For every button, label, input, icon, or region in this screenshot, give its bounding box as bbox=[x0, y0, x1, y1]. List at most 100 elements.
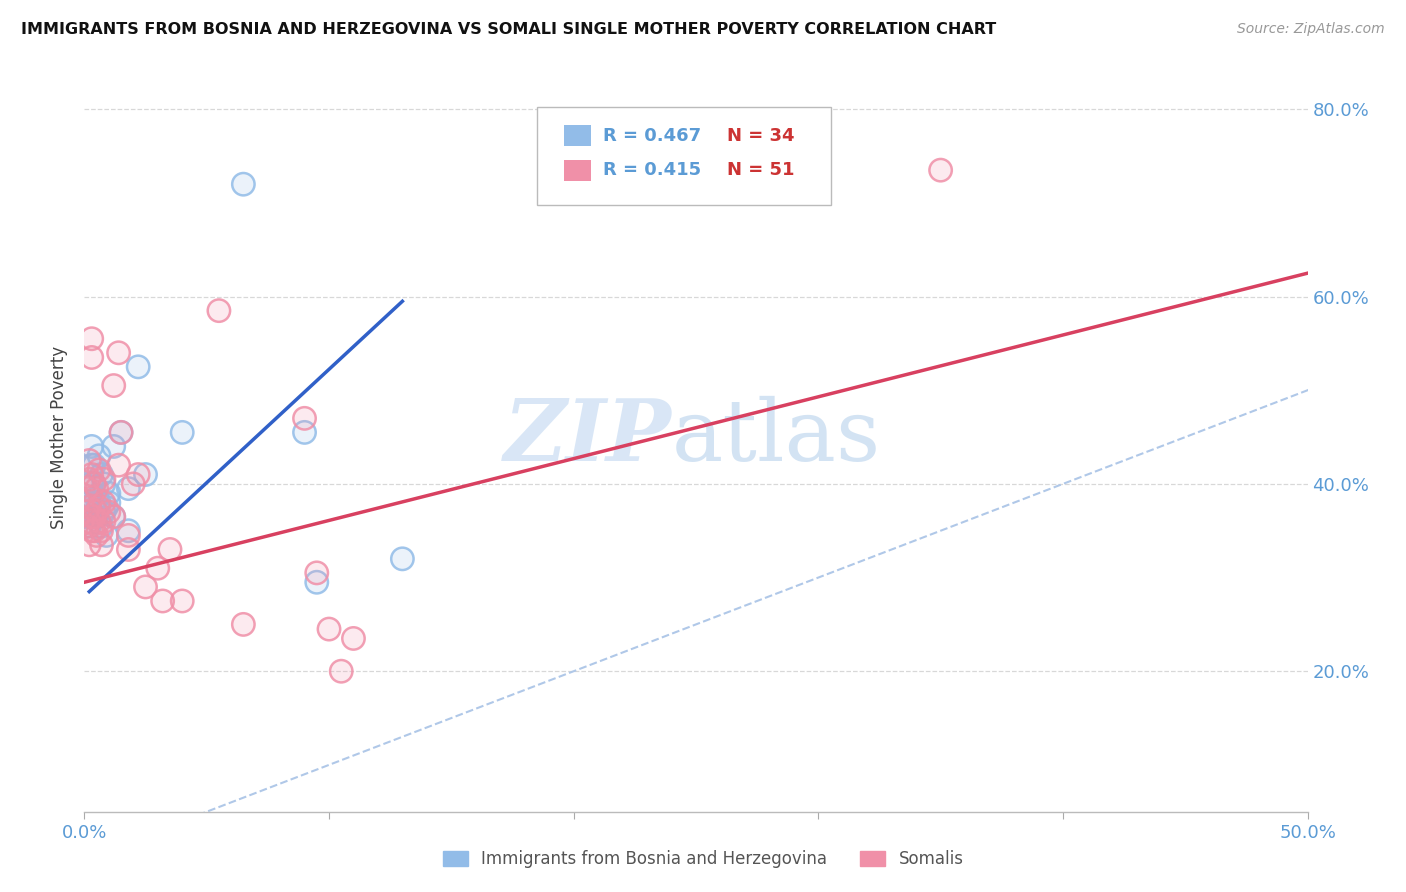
Legend: Immigrants from Bosnia and Herzegovina, Somalis: Immigrants from Bosnia and Herzegovina, … bbox=[436, 844, 970, 875]
Point bbox=[117, 542, 139, 557]
Point bbox=[135, 467, 157, 482]
Point bbox=[80, 524, 103, 538]
Point bbox=[80, 458, 103, 473]
Point bbox=[77, 514, 100, 528]
Point bbox=[107, 458, 129, 473]
Point bbox=[172, 594, 194, 608]
Text: IMMIGRANTS FROM BOSNIA AND HERZEGOVINA VS SOMALI SINGLE MOTHER POVERTY CORRELATI: IMMIGRANTS FROM BOSNIA AND HERZEGOVINA V… bbox=[21, 22, 997, 37]
Point bbox=[77, 495, 100, 509]
Point bbox=[90, 519, 112, 533]
Point bbox=[97, 495, 120, 509]
Point bbox=[83, 509, 105, 524]
Point bbox=[107, 345, 129, 359]
Point bbox=[172, 425, 194, 440]
Point bbox=[76, 482, 98, 496]
Point bbox=[86, 505, 108, 519]
Point bbox=[80, 440, 103, 453]
Point bbox=[87, 463, 110, 477]
Point bbox=[80, 332, 103, 346]
Point bbox=[107, 345, 129, 359]
Point bbox=[86, 528, 108, 542]
Point bbox=[146, 561, 169, 575]
Point bbox=[77, 472, 100, 486]
Point bbox=[86, 528, 108, 542]
Point bbox=[172, 425, 194, 440]
Point bbox=[305, 575, 328, 590]
Point bbox=[90, 467, 112, 482]
Point bbox=[103, 378, 125, 392]
Point bbox=[77, 538, 100, 552]
Point bbox=[83, 458, 105, 473]
Point bbox=[87, 514, 110, 528]
Point bbox=[90, 538, 112, 552]
Point bbox=[83, 476, 105, 491]
Point bbox=[96, 500, 118, 515]
Point bbox=[117, 542, 139, 557]
Text: atlas: atlas bbox=[672, 395, 880, 479]
Point bbox=[76, 509, 98, 524]
Point bbox=[83, 524, 105, 538]
Point bbox=[76, 519, 98, 533]
Point bbox=[294, 411, 316, 425]
Point bbox=[87, 500, 110, 515]
Point bbox=[90, 524, 112, 538]
Point bbox=[110, 425, 132, 440]
Point bbox=[86, 509, 108, 524]
Point bbox=[318, 622, 340, 636]
Point bbox=[76, 519, 98, 533]
Point bbox=[929, 163, 952, 178]
Point bbox=[135, 467, 157, 482]
Point bbox=[90, 538, 112, 552]
Text: N = 34: N = 34 bbox=[727, 127, 794, 145]
Point bbox=[330, 664, 353, 678]
Point bbox=[80, 467, 103, 482]
Point bbox=[77, 500, 100, 515]
Point bbox=[96, 528, 118, 542]
Point bbox=[77, 453, 100, 467]
Point bbox=[127, 467, 149, 482]
Point bbox=[96, 500, 118, 515]
Point bbox=[83, 476, 105, 491]
Point bbox=[77, 495, 100, 509]
Point bbox=[117, 524, 139, 538]
Point bbox=[77, 519, 100, 533]
Point bbox=[87, 495, 110, 509]
Point bbox=[80, 467, 103, 482]
Text: N = 51: N = 51 bbox=[727, 161, 794, 179]
Point bbox=[127, 467, 149, 482]
Point bbox=[77, 453, 100, 467]
Point bbox=[342, 632, 364, 646]
Point bbox=[208, 303, 231, 318]
Point bbox=[86, 509, 108, 524]
Point bbox=[391, 551, 413, 566]
Point bbox=[97, 486, 120, 500]
Point bbox=[93, 476, 115, 491]
Point bbox=[135, 580, 157, 594]
Point bbox=[93, 505, 115, 519]
Point bbox=[87, 449, 110, 463]
Point bbox=[87, 449, 110, 463]
Point bbox=[87, 495, 110, 509]
Point bbox=[122, 476, 145, 491]
Point bbox=[232, 617, 254, 632]
Point bbox=[232, 617, 254, 632]
Point bbox=[76, 482, 98, 496]
Point bbox=[152, 594, 174, 608]
Point bbox=[103, 509, 125, 524]
Point bbox=[77, 472, 100, 486]
Point bbox=[80, 458, 103, 473]
Point bbox=[90, 519, 112, 533]
Y-axis label: Single Mother Poverty: Single Mother Poverty bbox=[51, 345, 69, 529]
Point bbox=[97, 495, 120, 509]
Point bbox=[122, 476, 145, 491]
Point bbox=[110, 425, 132, 440]
Text: Source: ZipAtlas.com: Source: ZipAtlas.com bbox=[1237, 22, 1385, 37]
Point bbox=[83, 509, 105, 524]
Point bbox=[77, 538, 100, 552]
Point bbox=[83, 495, 105, 509]
Point bbox=[93, 495, 115, 509]
Point bbox=[127, 359, 149, 374]
Point bbox=[342, 632, 364, 646]
Point bbox=[103, 440, 125, 453]
Point bbox=[103, 509, 125, 524]
